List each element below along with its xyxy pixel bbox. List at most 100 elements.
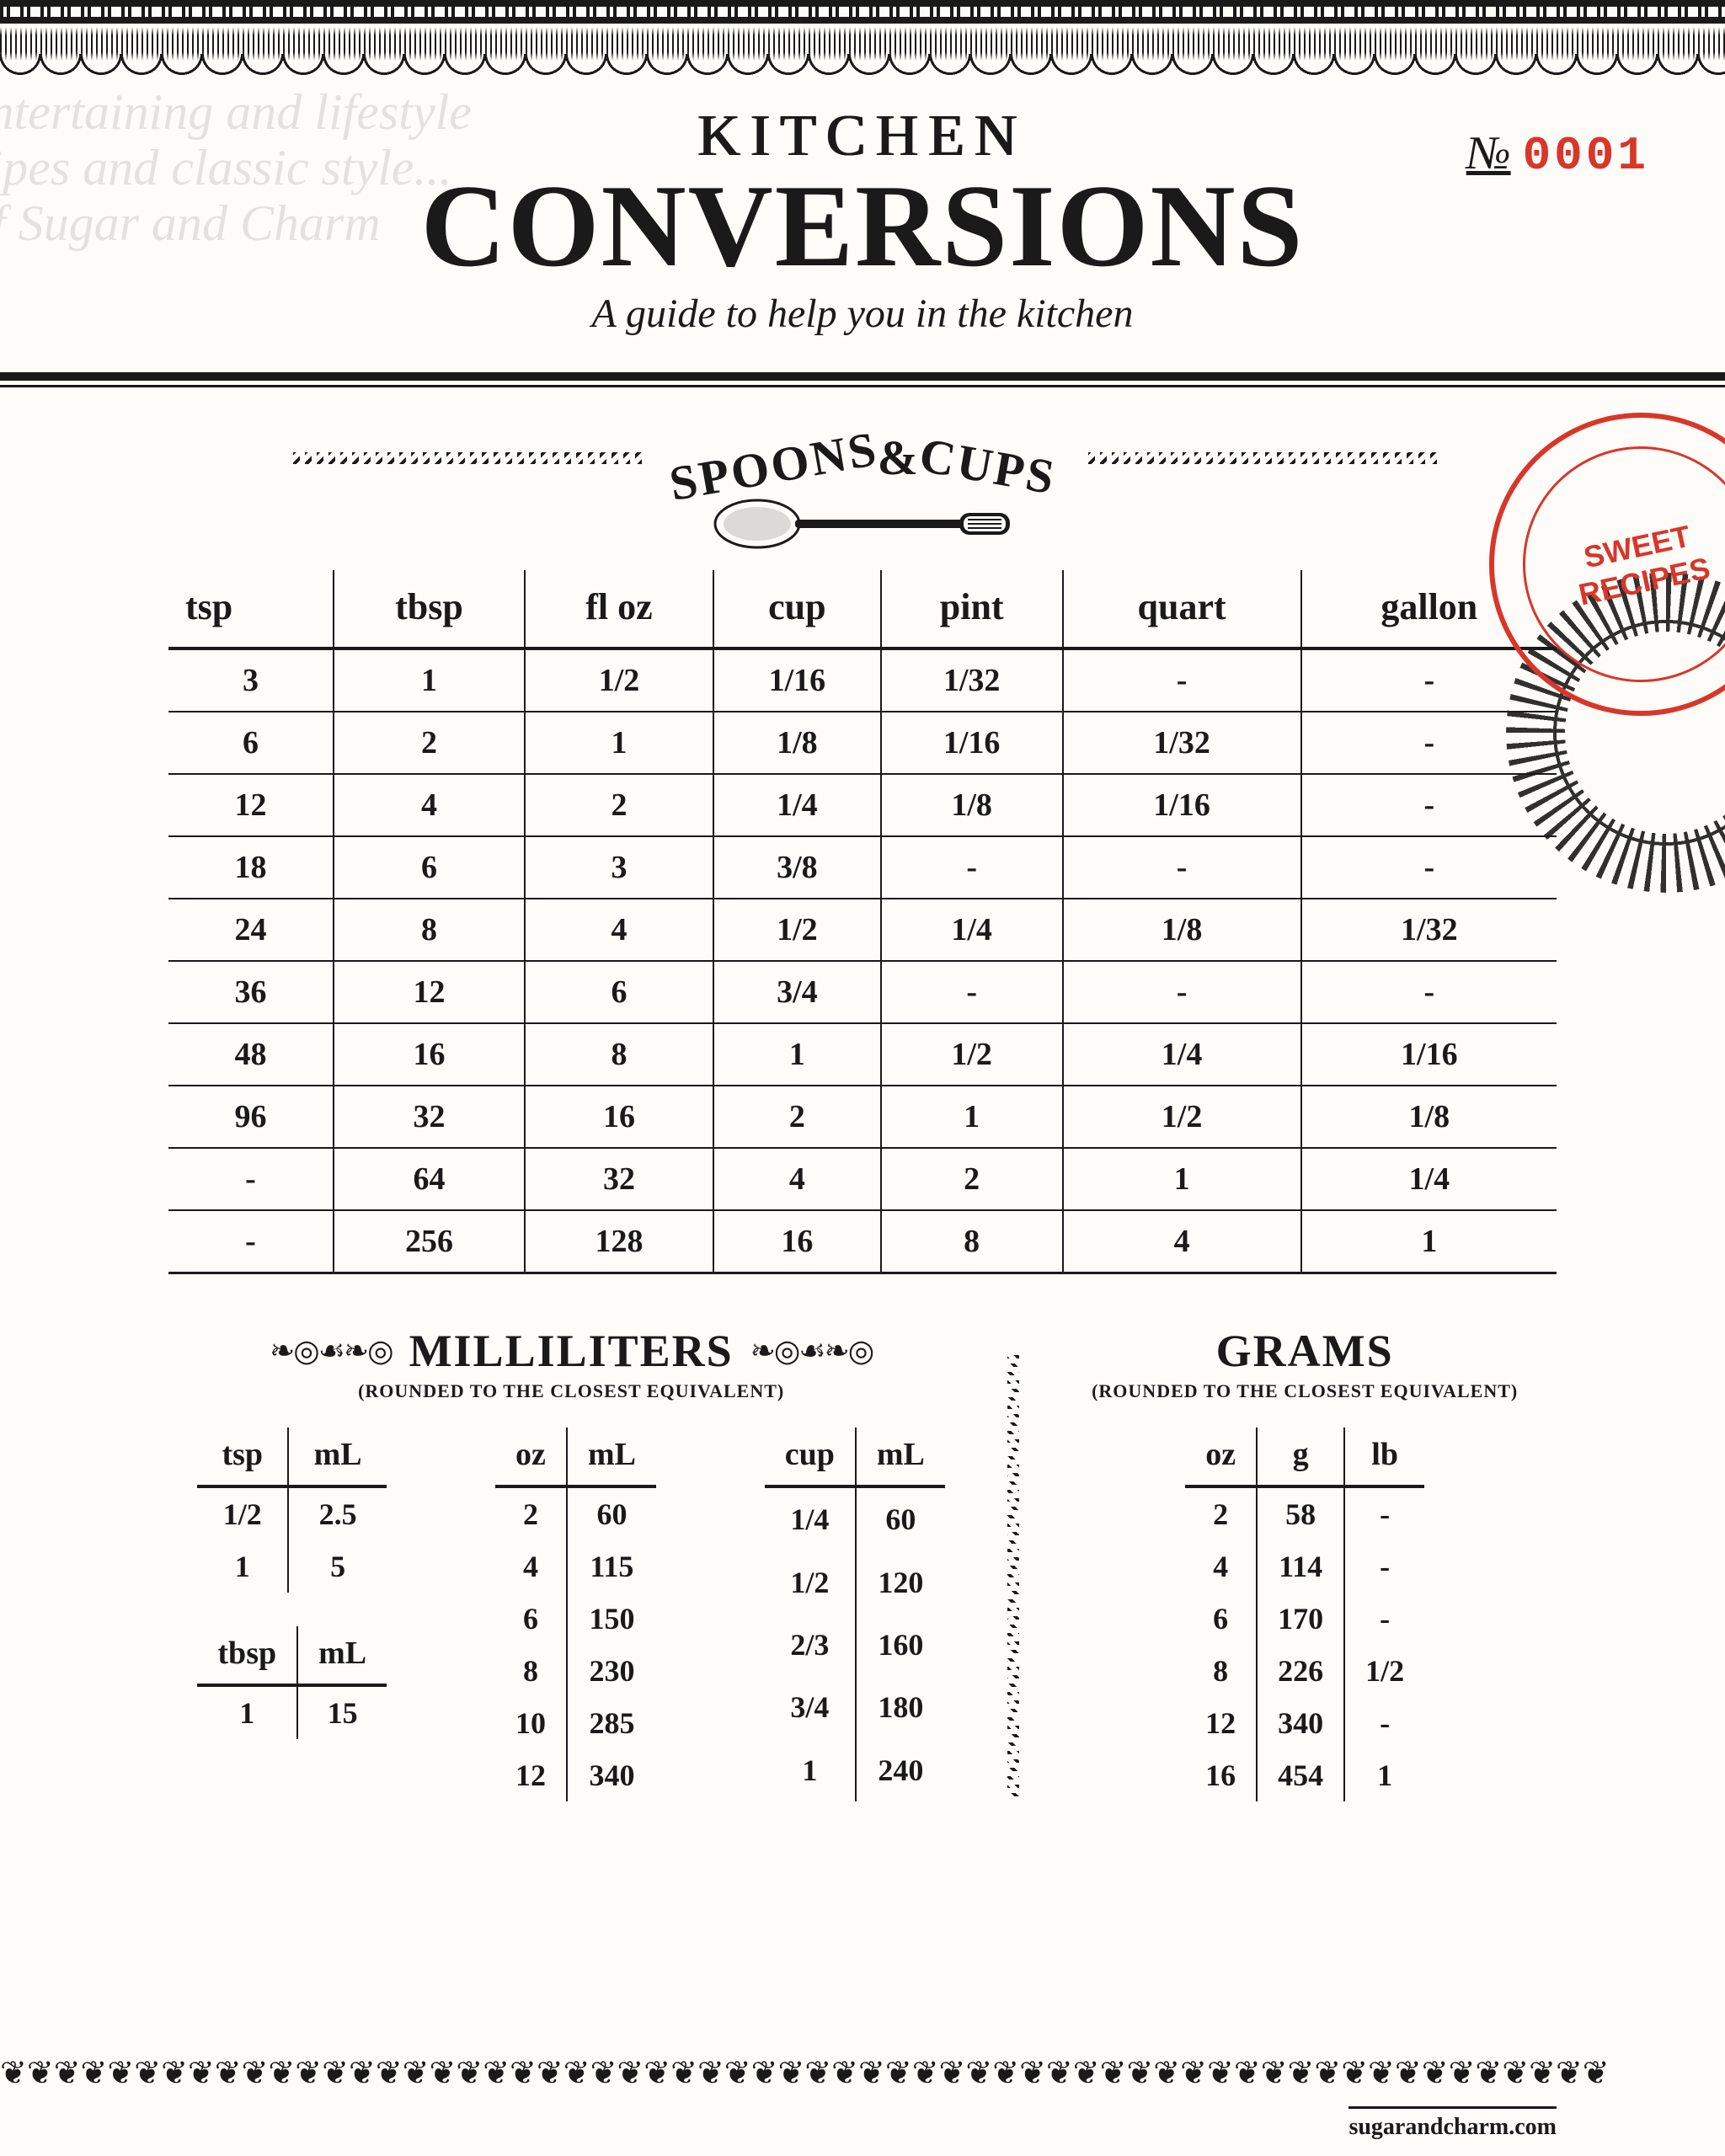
table-cell: 3/8 [713, 836, 881, 899]
table-row: 6170- [1185, 1593, 1424, 1645]
wavy-ornament-right [1083, 452, 1437, 464]
column-header: tsp [197, 1428, 288, 1486]
table-cell: 6 [334, 836, 525, 899]
table-cell: 1/32 [1301, 899, 1557, 961]
ornament-left: ❧◎☙❧◎ [270, 1333, 392, 1369]
column-header: lb [1344, 1428, 1424, 1486]
table-cell: 1 [881, 1086, 1063, 1148]
bottom-fleur-border: ❦❦❦❦❦❦❦❦❦❦❦❦❦❦❦❦❦❦❦❦❦❦❦❦❦❦❦❦❦❦❦❦❦❦❦❦❦❦❦❦… [0, 2055, 1725, 2092]
subtitle: A guide to help you in the kitchen [0, 291, 1725, 337]
table-cell: 1/32 [881, 648, 1063, 712]
table-row: 1240 [765, 1739, 945, 1801]
table-cell: 15 [297, 1685, 387, 1739]
table-row: 164541 [1185, 1749, 1424, 1801]
table-cell: 96 [168, 1086, 334, 1148]
milliliters-note: (ROUNDED TO THE CLOSEST EQUIVALENT) [168, 1380, 974, 1402]
table-cell: 64 [334, 1148, 525, 1210]
column-header: cup [713, 570, 881, 648]
table-cell: 16 [1185, 1749, 1257, 1801]
milliliters-section: ❧◎☙❧◎ MILLILITERS ❧◎☙❧◎ (ROUNDED TO THE … [168, 1325, 974, 1801]
table-cell: 2/3 [765, 1614, 856, 1676]
table-cell: 32 [334, 1086, 525, 1148]
table-cell: - [1344, 1540, 1424, 1593]
column-header: mL [288, 1428, 387, 1486]
column-header: g [1257, 1428, 1344, 1486]
table-cell: 454 [1257, 1749, 1344, 1801]
table-cell: 1/4 [881, 899, 1063, 961]
table-cell: 12 [495, 1749, 567, 1801]
table-cell: 150 [567, 1593, 656, 1645]
table-cell: 120 [856, 1551, 945, 1614]
table-row: 2/3160 [765, 1614, 945, 1676]
table-cell: 1/2 [713, 899, 881, 961]
table-cell: 1 [525, 712, 713, 774]
table-cell: 1/2 [765, 1551, 856, 1614]
column-header: mL [856, 1428, 945, 1486]
table-header-row: ozmL [495, 1428, 656, 1486]
table-cell: 1/4 [1063, 1023, 1301, 1086]
table-cell: 1/16 [1301, 1023, 1557, 1086]
stamp-text: SWEET RECIPES [1501, 424, 1725, 704]
table-cell: 1/8 [881, 774, 1063, 836]
spoons-cups-table: tsptbspfl ozcuppintquartgallon 311/21/16… [168, 570, 1557, 1274]
table-cell: 256 [334, 1210, 525, 1273]
table-cell: 2 [334, 712, 525, 774]
milliliters-title: MILLILITERS [409, 1325, 734, 1377]
table-cell: 1/16 [713, 648, 881, 712]
column-header: tbsp [334, 570, 525, 648]
table-cell: 4 [334, 774, 525, 836]
table-row: 12421/41/81/16- [168, 774, 1557, 836]
table-cell: 1 [334, 648, 525, 712]
table-cell: 1 [197, 1685, 297, 1739]
table-cell: 1/2 [1344, 1645, 1424, 1697]
table-cell: - [1063, 836, 1301, 899]
column-header: pint [881, 570, 1063, 648]
table-row: 963216211/21/8 [168, 1086, 1557, 1148]
table-cell: 1/16 [1063, 774, 1301, 836]
table-row: 82261/2 [1185, 1645, 1424, 1697]
table-cell: 2 [1185, 1486, 1257, 1540]
table-row: 6211/81/161/32- [168, 712, 1557, 774]
table-header-row: tsptbspfl ozcuppintquartgallon [168, 570, 1557, 648]
table-cell: - [1344, 1593, 1424, 1645]
table-cell: 16 [334, 1023, 525, 1086]
table-cell: 1/8 [713, 712, 881, 774]
table-cell: 1 [1063, 1148, 1301, 1210]
table-row: -64324211/4 [168, 1148, 1557, 1210]
table-cell: 32 [525, 1148, 713, 1210]
table-cell: - [1301, 836, 1557, 899]
table-cell: 60 [567, 1486, 656, 1540]
table-row: 15 [197, 1540, 387, 1593]
table-cell: - [1344, 1486, 1424, 1540]
table-row: 3/4180 [765, 1676, 945, 1738]
ornament-right: ❧◎☙❧◎ [750, 1333, 873, 1369]
table-cell: 2.5 [288, 1486, 387, 1540]
grams-table: ozglb258-4114-6170-82261/212340-164541 [1185, 1428, 1424, 1801]
table-cell: 4 [525, 899, 713, 961]
grams-section: GRAMS (ROUNDED TO THE CLOSEST EQUIVALENT… [1053, 1325, 1557, 1801]
wavy-ornament-left [288, 452, 642, 464]
table-cell: 1/2 [1063, 1086, 1301, 1148]
tbsp-ml-table: tbspmL115 [197, 1626, 387, 1739]
table-row: 10285 [495, 1697, 656, 1749]
table-cell: - [1063, 961, 1301, 1023]
table-header-row: tbspmL [197, 1626, 387, 1685]
table-cell: 3 [168, 648, 334, 712]
lower-sections: ❧◎☙❧◎ MILLILITERS ❧◎☙❧◎ (ROUNDED TO THE … [168, 1325, 1557, 1801]
spoons-cups-title: SPOONS & CUPS [667, 430, 1059, 486]
table-cell: 1/32 [1063, 712, 1301, 774]
table-cell: 114 [1257, 1540, 1344, 1593]
table-cell: 1/2 [881, 1023, 1063, 1086]
table-row: 1/2120 [765, 1551, 945, 1614]
table-row: 6150 [495, 1593, 656, 1645]
grams-title: GRAMS [1053, 1325, 1557, 1377]
table-cell: 285 [567, 1697, 656, 1749]
table-cell: - [1301, 961, 1557, 1023]
table-cell: - [168, 1210, 334, 1273]
table-cell: 18 [168, 836, 334, 899]
title-conversions: CONVERSIONS [0, 170, 1725, 282]
spoon-icon [711, 494, 1014, 553]
title-kitchen: KITCHEN [0, 103, 1725, 170]
table-cell: 12 [334, 961, 525, 1023]
table-row: 18633/8--- [168, 836, 1557, 899]
